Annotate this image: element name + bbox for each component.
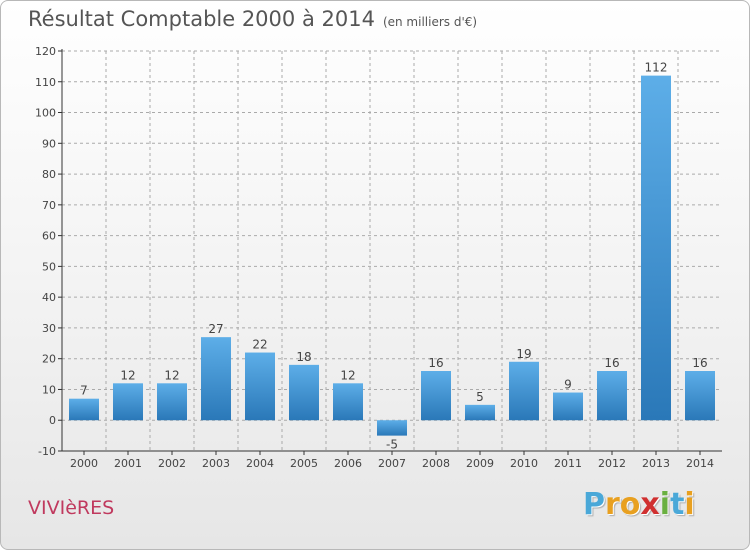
value-label: 12 xyxy=(164,368,179,382)
bar xyxy=(465,404,495,421)
chart-title-text: Résultat Comptable 2000 à 2014 xyxy=(28,7,375,31)
labels: 7 12 12 27 22 18 12 -5 16 5 19 9 16 112 16 xyxy=(80,61,707,452)
axes: -10 0 10 20 30 40 50 60 70 80 90 100 110 120 2000 2001 2… xyxy=(35,45,722,470)
y-tick-label: -10 xyxy=(38,445,56,458)
x-tick-label: 2013 xyxy=(642,457,670,470)
y-tick-label: 40 xyxy=(42,291,56,304)
value-label: 12 xyxy=(120,368,135,382)
value-label: 112 xyxy=(645,61,668,75)
bar xyxy=(597,371,627,421)
y-tick-label: 10 xyxy=(42,383,56,396)
x-tick-label: 2005 xyxy=(290,457,318,470)
bar xyxy=(333,383,363,421)
bar xyxy=(201,337,231,421)
y-tick-label: 70 xyxy=(42,199,56,212)
value-label: 9 xyxy=(564,378,572,392)
bar xyxy=(245,352,275,421)
logo-letter: o xyxy=(619,487,641,522)
logo-letter: P xyxy=(583,487,605,522)
value-label: 22 xyxy=(252,338,267,352)
chart-title: Résultat Comptable 2000 à 2014 (en millie… xyxy=(28,7,477,31)
y-tick-label: 100 xyxy=(35,107,56,120)
value-label: -5 xyxy=(386,438,398,452)
value-label: 19 xyxy=(516,347,531,361)
x-tick-label: 2009 xyxy=(466,457,494,470)
x-tick-label: 2001 xyxy=(114,457,142,470)
y-tick-label: 20 xyxy=(42,353,56,366)
x-tick-label: 2011 xyxy=(554,457,582,470)
bar xyxy=(421,371,451,421)
x-tick-label: 2014 xyxy=(686,457,714,470)
bars xyxy=(69,75,715,436)
bar xyxy=(641,75,671,421)
bar xyxy=(509,361,539,421)
y-tick-label: 110 xyxy=(35,76,56,89)
logo-letter: r xyxy=(605,487,620,522)
bar xyxy=(69,398,99,421)
x-tick-label: 2012 xyxy=(598,457,626,470)
value-label: 16 xyxy=(692,356,707,370)
x-tick-label: 2004 xyxy=(246,457,274,470)
y-tick-label: 50 xyxy=(42,260,56,273)
bar xyxy=(157,383,187,421)
x-tick-label: 2008 xyxy=(422,457,450,470)
x-tick-label: 2006 xyxy=(334,457,362,470)
y-tick-label: 80 xyxy=(42,168,56,181)
bar xyxy=(553,392,583,421)
value-label: 16 xyxy=(428,356,443,370)
logo-letter: i xyxy=(684,487,695,522)
bar xyxy=(685,371,715,421)
value-label: 7 xyxy=(80,384,88,398)
value-label: 5 xyxy=(476,390,484,404)
value-label: 18 xyxy=(296,350,311,364)
y-tick-label: 30 xyxy=(42,322,56,335)
y-tick-label: 120 xyxy=(35,45,56,58)
proxiti-logo: Proxiti xyxy=(583,487,695,522)
chart-unit: (en milliers d'€) xyxy=(382,15,478,29)
y-tick-label: 0 xyxy=(49,414,56,427)
x-tick-label: 2000 xyxy=(70,457,98,470)
logo-letter: x xyxy=(640,487,660,522)
value-label: 27 xyxy=(208,322,223,336)
x-tick-label: 2010 xyxy=(510,457,538,470)
value-label: 16 xyxy=(604,356,619,370)
y-tick-label: 90 xyxy=(42,137,56,150)
x-tick-label: 2003 xyxy=(202,457,230,470)
y-tick-label: 60 xyxy=(42,230,56,243)
bar xyxy=(377,420,407,436)
x-tick-label: 2007 xyxy=(378,457,406,470)
logo-letter: t xyxy=(670,487,685,522)
bar xyxy=(289,364,319,421)
x-tick-label: 2002 xyxy=(158,457,186,470)
commune-name: VIVIèRES xyxy=(28,497,115,519)
bar xyxy=(113,383,143,421)
logo-letter: i xyxy=(659,487,671,522)
value-label: 12 xyxy=(340,368,355,382)
